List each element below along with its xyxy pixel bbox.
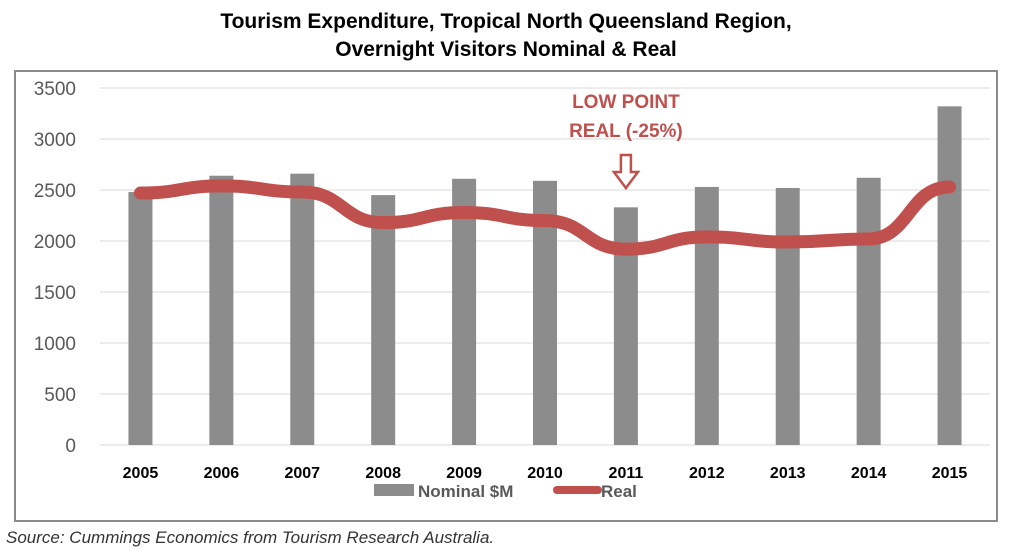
x-tick-label: 2008 bbox=[365, 465, 401, 482]
bar-2015 bbox=[937, 106, 962, 446]
x-tick-label: 2013 bbox=[770, 465, 806, 482]
y-tick-label: 3000 bbox=[34, 130, 76, 151]
legend-label-real: Real bbox=[601, 482, 637, 501]
bar-2013 bbox=[775, 187, 800, 445]
legend-label-nominal: Nominal $M bbox=[418, 482, 513, 501]
chart-subtitle: Overnight Visitors Nominal & Real bbox=[335, 38, 677, 61]
low-point-annotation: LOW POINT REAL (-25%) bbox=[569, 92, 683, 191]
y-tick-label: 1500 bbox=[34, 283, 76, 304]
x-tick-label: 2011 bbox=[609, 465, 644, 482]
x-axis-ticks: 2005 2006 2007 2008 2009 2010 2011 2012 2013 2014… bbox=[123, 465, 968, 482]
bar-2008 bbox=[371, 195, 396, 445]
source-note: Source: Cummings Economics from Tourism … bbox=[6, 528, 495, 547]
chart-frame bbox=[14, 70, 998, 522]
y-tick-label: 3500 bbox=[34, 79, 76, 100]
y-tick-label: 500 bbox=[44, 385, 76, 406]
real-series-line bbox=[133, 179, 957, 256]
x-tick-label: 2007 bbox=[284, 465, 320, 482]
x-tick-label: 2015 bbox=[932, 465, 968, 482]
bar-2005 bbox=[128, 192, 153, 445]
x-tick-label: 2006 bbox=[204, 465, 240, 482]
y-tick-label: 1000 bbox=[34, 334, 76, 355]
legend-swatch-nominal bbox=[374, 484, 414, 496]
bar-2014 bbox=[856, 177, 881, 445]
x-tick-label: 2014 bbox=[851, 465, 887, 482]
y-tick-label: 2000 bbox=[34, 232, 76, 253]
legend: Nominal $M Real bbox=[374, 482, 637, 501]
x-tick-label: 2009 bbox=[446, 465, 482, 482]
y-axis-ticks: 0 500 1000 1500 2000 2500 3000 3500 bbox=[34, 79, 76, 457]
y-tick-label: 0 bbox=[65, 436, 76, 457]
x-tick-label: 2005 bbox=[123, 465, 159, 482]
bar-2006 bbox=[209, 175, 234, 445]
bar-2009 bbox=[452, 178, 477, 445]
x-tick-label: 2010 bbox=[527, 465, 563, 482]
chart-title: Tourism Expenditure, Tropical North Quee… bbox=[220, 10, 792, 33]
annotation-line1: LOW POINT bbox=[572, 92, 680, 113]
bar-2007 bbox=[290, 173, 315, 445]
x-tick-label: 2012 bbox=[689, 465, 725, 482]
down-arrow-icon bbox=[611, 153, 641, 191]
y-tick-label: 2500 bbox=[34, 181, 76, 202]
bar-2012 bbox=[694, 186, 719, 445]
annotation-line2: REAL (-25%) bbox=[569, 121, 683, 142]
